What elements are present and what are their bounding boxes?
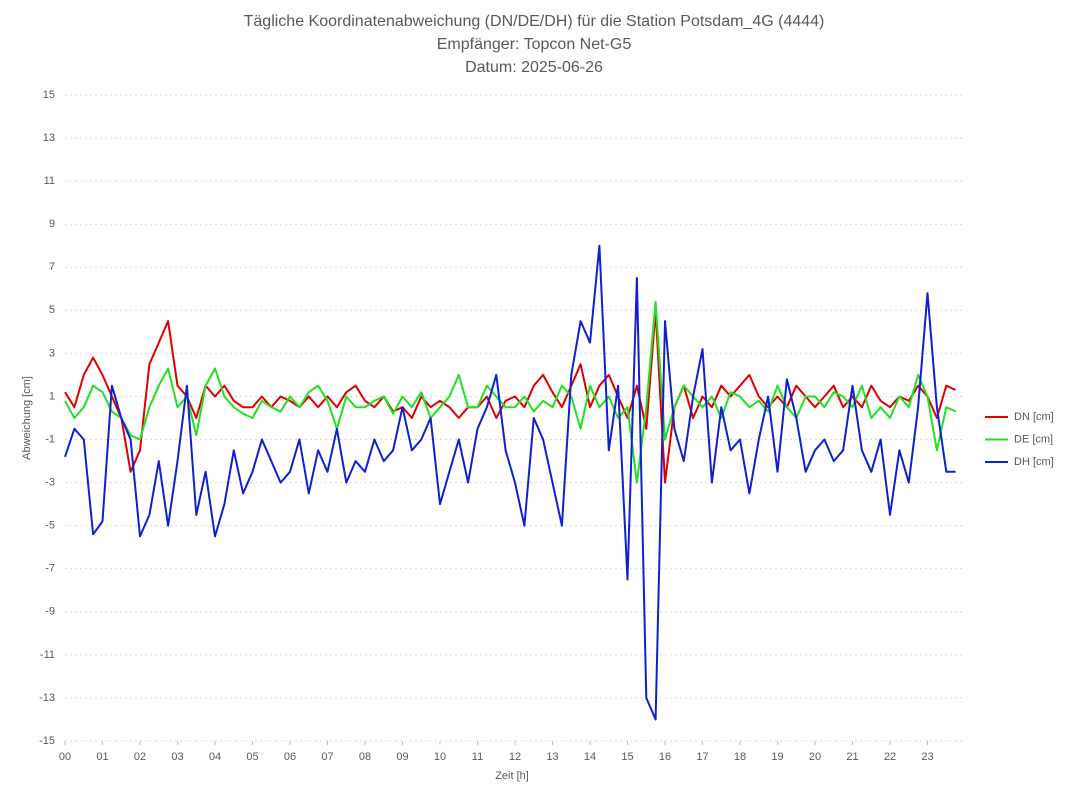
y-tick-label: 9: [49, 218, 55, 230]
y-tick-label: -1: [45, 433, 55, 445]
y-tick-label: 5: [49, 304, 55, 316]
legend-label: DE [cm]: [1014, 433, 1053, 445]
x-tick-label: 09: [396, 751, 408, 763]
x-tick-label: 12: [509, 751, 521, 763]
x-tick-label: 04: [209, 751, 221, 763]
x-tick-label: 07: [321, 751, 333, 763]
x-tick-label: 21: [846, 751, 858, 763]
y-tick-label: -13: [39, 692, 55, 704]
y-tick-label: 15: [43, 89, 55, 101]
y-tick-label: 13: [43, 132, 55, 144]
y-tick-label: 7: [49, 261, 55, 273]
x-tick-label: 18: [734, 751, 746, 763]
legend-label: DH [cm]: [1014, 456, 1054, 468]
x-tick-label: 10: [434, 751, 446, 763]
x-tick-label: 13: [546, 751, 558, 763]
y-tick-label: -3: [45, 477, 55, 489]
chart-title: Tägliche Koordinatenabweichung (DN/DE/DH…: [244, 13, 825, 30]
x-tick-label: 00: [59, 751, 71, 763]
y-tick-label: -9: [45, 606, 55, 618]
y-tick-label: -11: [40, 649, 55, 661]
x-tick-label: 17: [696, 751, 708, 763]
y-tick-label: 11: [44, 175, 55, 187]
x-tick-label: 03: [171, 751, 183, 763]
x-tick-label: 06: [284, 751, 296, 763]
series-line: [64, 309, 957, 484]
y-tick-label: 3: [49, 347, 55, 359]
y-tick-label: -15: [39, 735, 55, 747]
x-tick-label: 22: [884, 751, 896, 763]
legend-label: DN [cm]: [1014, 411, 1054, 423]
y-axis-label: Abweichung [cm]: [21, 376, 33, 460]
x-axis-label: Zeit [h]: [495, 770, 529, 782]
x-tick-label: 19: [771, 751, 783, 763]
x-tick-label: 02: [134, 751, 146, 763]
x-tick-label: 23: [921, 751, 933, 763]
x-tick-label: 08: [359, 751, 371, 763]
chart-subtitle: Empfänger: Topcon Net-G5: [437, 36, 632, 53]
x-tick-label: 01: [96, 751, 108, 763]
x-tick-label: 16: [659, 751, 671, 763]
x-tick-label: 14: [584, 751, 596, 763]
y-tick-label: -7: [45, 563, 55, 575]
series-line: [64, 244, 956, 721]
x-tick-label: 11: [472, 751, 483, 763]
chart-date: Datum: 2025-06-26: [465, 59, 603, 76]
x-tick-label: 15: [621, 751, 633, 763]
series-line: [64, 300, 957, 484]
y-tick-label: 1: [49, 390, 55, 402]
x-tick-label: 05: [246, 751, 258, 763]
y-tick-label: -5: [45, 520, 55, 532]
x-tick-label: 20: [809, 751, 821, 763]
